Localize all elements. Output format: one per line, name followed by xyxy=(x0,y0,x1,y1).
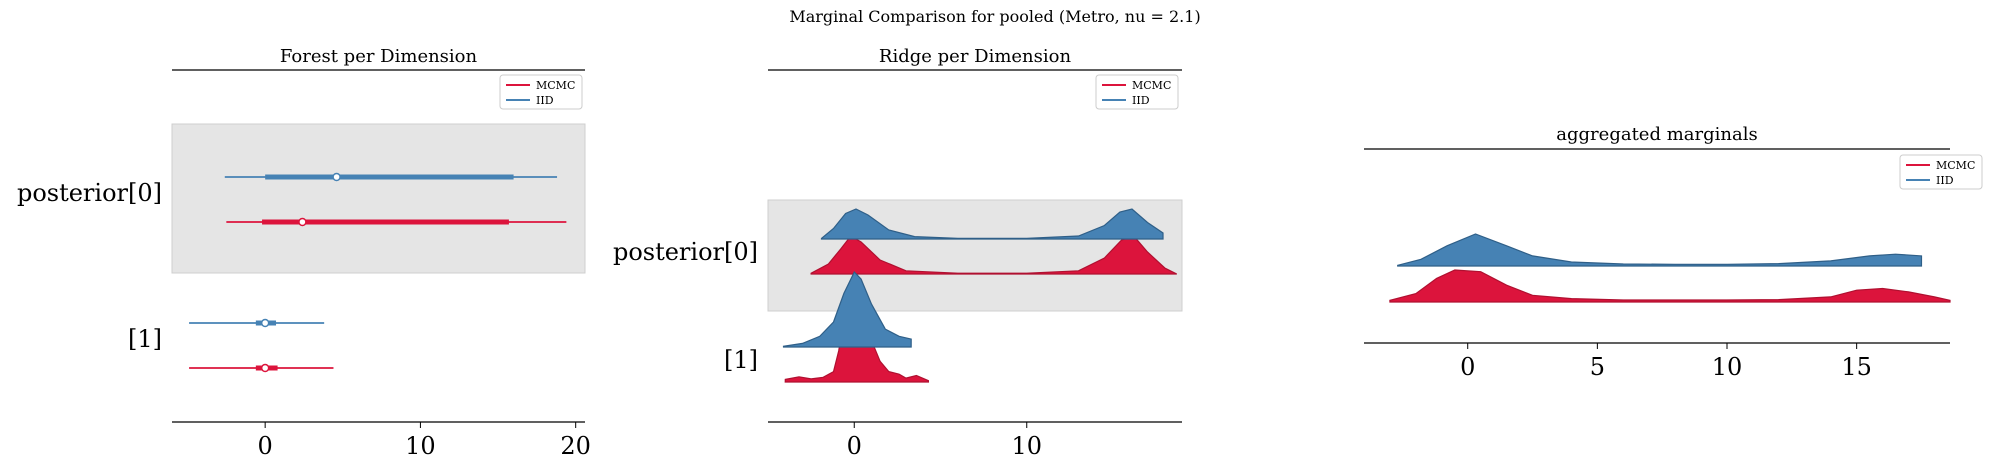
legend: MCMC IID xyxy=(1899,154,1983,190)
legend-label-iid: IID xyxy=(536,94,554,107)
chart-title: Ridge per Dimension xyxy=(879,46,1072,67)
chart-title: aggregated marginals xyxy=(1556,124,1757,145)
legend-label-iid: IID xyxy=(1132,94,1150,107)
legend: MCMC IID xyxy=(499,74,583,110)
row-label: posterior[0] xyxy=(613,238,758,266)
legend: MCMC IID xyxy=(1095,74,1179,110)
median-point-mcmc xyxy=(260,363,270,373)
x-tick-label: 5 xyxy=(1590,353,1605,381)
x-tick-label: 0 xyxy=(847,432,862,460)
legend-label-mcmc: MCMC xyxy=(1132,79,1171,92)
row-band xyxy=(171,123,586,274)
legend-label-iid: IID xyxy=(1936,174,1954,187)
density-ridge-mcmc xyxy=(1389,269,1951,303)
chart-title: Forest per Dimension xyxy=(280,46,478,67)
legend-label-mcmc: MCMC xyxy=(1936,159,1975,172)
x-tick-label: 10 xyxy=(1011,432,1042,460)
legend-label-mcmc: MCMC xyxy=(536,79,575,92)
density-ridge-mcmc xyxy=(810,235,1178,275)
row-label: [1] xyxy=(724,346,758,374)
x-tick-label: 10 xyxy=(405,432,436,460)
figure-suptitle: Marginal Comparison for pooled (Metro, n… xyxy=(789,7,1200,26)
chart-panel-2: Ridge per Dimension posterior[0] [1] 0 10 MCM… xyxy=(613,46,1183,460)
median-point-iid xyxy=(332,172,341,182)
x-tick-label: 20 xyxy=(560,432,591,460)
median-point-mcmc xyxy=(298,217,307,227)
x-tick-label: 10 xyxy=(1712,353,1743,381)
median-point-iid xyxy=(260,318,270,328)
x-tick-label: 0 xyxy=(1460,353,1475,381)
density-ridge-iid xyxy=(1397,233,1923,267)
density-ridge-iid xyxy=(782,270,912,348)
x-tick-label: 0 xyxy=(258,432,273,460)
row-label: posterior[0] xyxy=(17,179,162,207)
row-label: [1] xyxy=(128,325,162,353)
x-tick-label: 15 xyxy=(1841,353,1872,381)
density-ridge-iid xyxy=(820,208,1164,240)
chart-panel-3: aggregated marginals 0 5 10 15 MCMC IID xyxy=(1364,124,1983,381)
chart-panel-1: Forest per Dimension posterior[0] [1] 0 10 20… xyxy=(17,46,591,460)
